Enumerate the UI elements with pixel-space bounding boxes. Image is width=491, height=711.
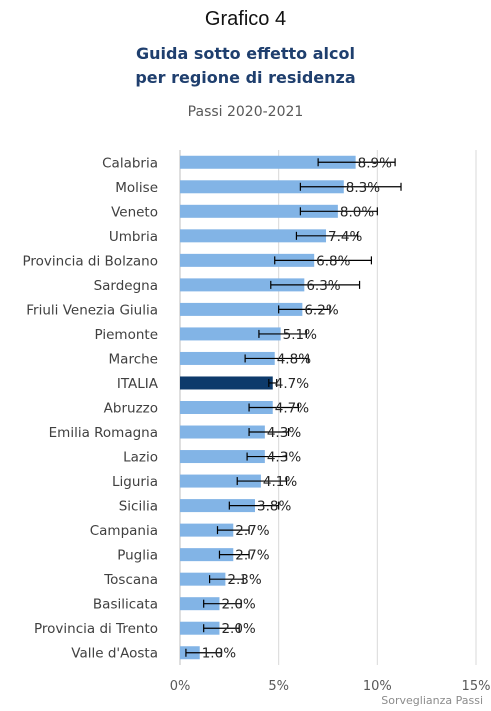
x-tick-label: 10%: [363, 679, 392, 694]
category-label: Toscana: [103, 572, 158, 588]
x-tick-label: 5%: [268, 679, 289, 694]
category-label: Provincia di Bolzano: [22, 253, 158, 269]
category-label: Sicilia: [119, 499, 158, 515]
category-label: Lazio: [123, 450, 158, 466]
data-label: 2.0%: [221, 621, 255, 637]
figure-label: Grafico 4: [204, 8, 287, 30]
bar: [180, 376, 273, 390]
bar: [180, 621, 220, 635]
category-label: Basilicata: [93, 597, 158, 613]
bar: [180, 204, 338, 218]
bar: [180, 278, 305, 292]
data-label: 3.8%: [257, 499, 291, 515]
bar: [180, 523, 234, 537]
category-label: Abruzzo: [104, 401, 158, 417]
x-tick-label: 0%: [170, 679, 191, 694]
source-note: Sorveglianza Passi: [381, 694, 483, 707]
bar: [180, 351, 275, 365]
x-tick-label: 15%: [462, 679, 491, 694]
category-label: Valle d'Aosta: [71, 646, 158, 662]
data-label: 6.2%: [304, 302, 338, 318]
bar: [180, 450, 265, 464]
category-label: Veneto: [111, 204, 158, 220]
chart-title-line1: Guida sotto effetto alcol: [136, 44, 355, 63]
data-label: 4.7%: [275, 376, 309, 392]
data-label: 7.4%: [328, 229, 362, 245]
category-label: Piemonte: [95, 327, 158, 343]
data-label: 4.1%: [263, 474, 297, 490]
chart-subtitle: Passi 2020-2021: [187, 104, 304, 120]
category-label: Provincia di Trento: [34, 621, 158, 637]
bar: [180, 597, 220, 611]
data-label: 6.8%: [316, 253, 350, 269]
data-label: 6.3%: [306, 278, 340, 294]
category-label: Puglia: [117, 548, 158, 564]
data-label: 8.0%: [340, 204, 374, 220]
data-label: 8.9%: [358, 155, 392, 171]
bar: [180, 155, 356, 169]
data-label: 5.1%: [283, 327, 317, 343]
category-label: Marche: [109, 351, 158, 367]
data-label: 4.3%: [267, 425, 301, 441]
data-label: 4.3%: [267, 450, 301, 466]
category-label: Liguria: [112, 474, 158, 490]
data-label: 8.3%: [346, 180, 380, 196]
bar: [180, 425, 265, 439]
data-label: 4.8%: [277, 351, 311, 367]
bar: [180, 572, 226, 586]
category-label: Calabria: [102, 155, 158, 171]
chart-title-line2: per regione di residenza: [135, 68, 356, 87]
bar: [180, 180, 344, 194]
data-label: 2.7%: [235, 548, 269, 564]
bar: [180, 327, 281, 341]
data-label: 1.0%: [202, 646, 236, 662]
data-label: 2.0%: [221, 597, 255, 613]
data-label: 2.3%: [227, 572, 261, 588]
category-label: Campania: [90, 523, 158, 539]
bar: [180, 302, 303, 316]
category-label: ITALIA: [117, 376, 159, 392]
bar: [180, 253, 315, 267]
bar: [180, 229, 327, 243]
category-label: Umbria: [109, 229, 158, 245]
category-label: Emilia Romagna: [49, 425, 158, 441]
bar: [180, 474, 261, 488]
data-label: 4.7%: [275, 401, 309, 417]
category-label: Sardegna: [94, 278, 158, 294]
category-label: Molise: [115, 180, 158, 196]
data-label: 2.7%: [235, 523, 269, 539]
bar: [180, 499, 255, 513]
category-label: Friuli Venezia Giulia: [26, 302, 158, 318]
